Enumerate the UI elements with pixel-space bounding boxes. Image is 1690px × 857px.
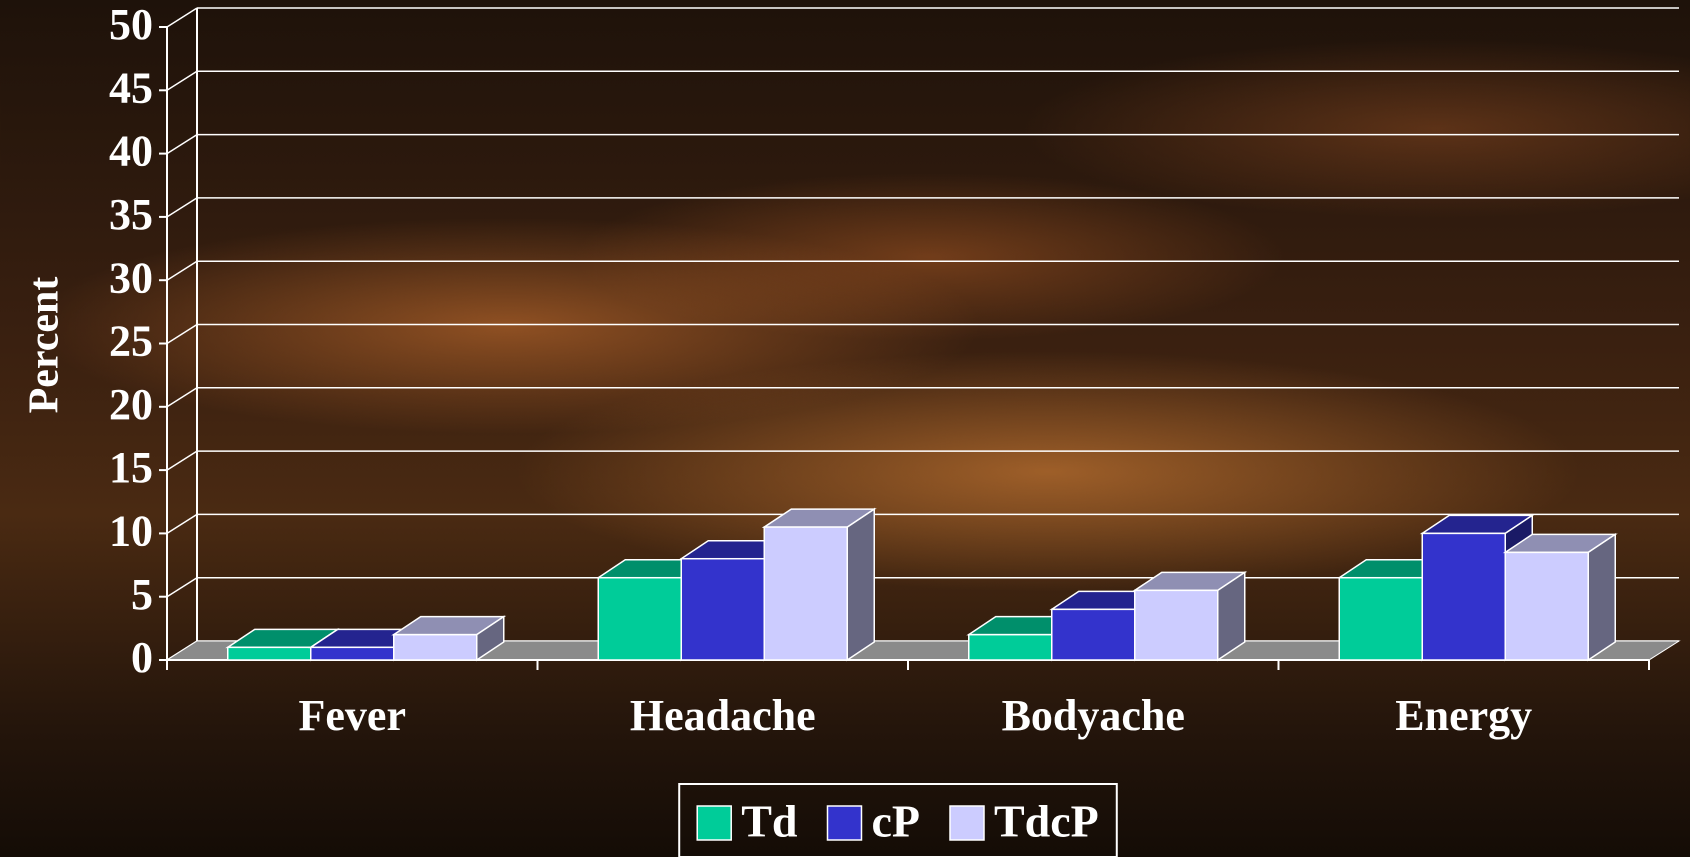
- grid-line-side: [166, 260, 198, 281]
- legend-label: Td: [741, 796, 798, 847]
- legend-swatch: [949, 805, 985, 841]
- x-tick-label: Fever: [299, 691, 406, 740]
- y-tick-label: 30: [109, 253, 153, 302]
- grid-line-side: [166, 513, 198, 535]
- y-axis-label: Percent: [22, 277, 68, 414]
- grid-line-side: [166, 70, 198, 91]
- bar: [968, 633, 1053, 661]
- y-tick-label: 0: [131, 633, 153, 682]
- y-tick-label: 20: [109, 380, 153, 429]
- bar: [1421, 532, 1506, 661]
- legend: [678, 783, 1118, 857]
- x-tick-label: Headache: [630, 691, 816, 740]
- y-tick-label: 25: [109, 317, 153, 366]
- grid-line-side: [166, 7, 198, 28]
- x-tick-label: Energy: [1395, 691, 1532, 740]
- bar: [1504, 551, 1589, 661]
- y-tick-label: 5: [131, 570, 153, 619]
- bar: [680, 557, 765, 661]
- grid-line-side: [166, 197, 198, 218]
- grid-line-side: [166, 450, 198, 471]
- bar: [597, 576, 682, 661]
- bar: [227, 646, 312, 661]
- y-tick-label: 50: [109, 0, 153, 49]
- bar: [763, 526, 848, 661]
- grid-line-side: [166, 323, 198, 345]
- bar-side: [1587, 532, 1616, 662]
- legend-label: cP: [871, 796, 920, 847]
- legend-swatch: [826, 805, 863, 841]
- bar: [393, 633, 478, 661]
- y-tick-label: 40: [109, 127, 153, 176]
- grid-line-side: [166, 133, 198, 155]
- y-tick-label: 35: [109, 190, 153, 239]
- y-tick-label: 10: [109, 506, 153, 555]
- grid-line-side: [166, 577, 198, 598]
- y-tick-label: 45: [109, 63, 153, 112]
- x-tick-label: Bodyache: [1002, 691, 1185, 740]
- bar: [1338, 576, 1423, 661]
- bar-side: [846, 507, 875, 662]
- legend-label: TdcP: [994, 796, 1099, 847]
- legend-swatch: [696, 805, 732, 841]
- bar: [310, 646, 395, 661]
- bar: [1134, 589, 1219, 661]
- grid-line-side: [166, 387, 198, 408]
- bar: [1051, 608, 1136, 661]
- y-tick-label: 15: [109, 443, 153, 492]
